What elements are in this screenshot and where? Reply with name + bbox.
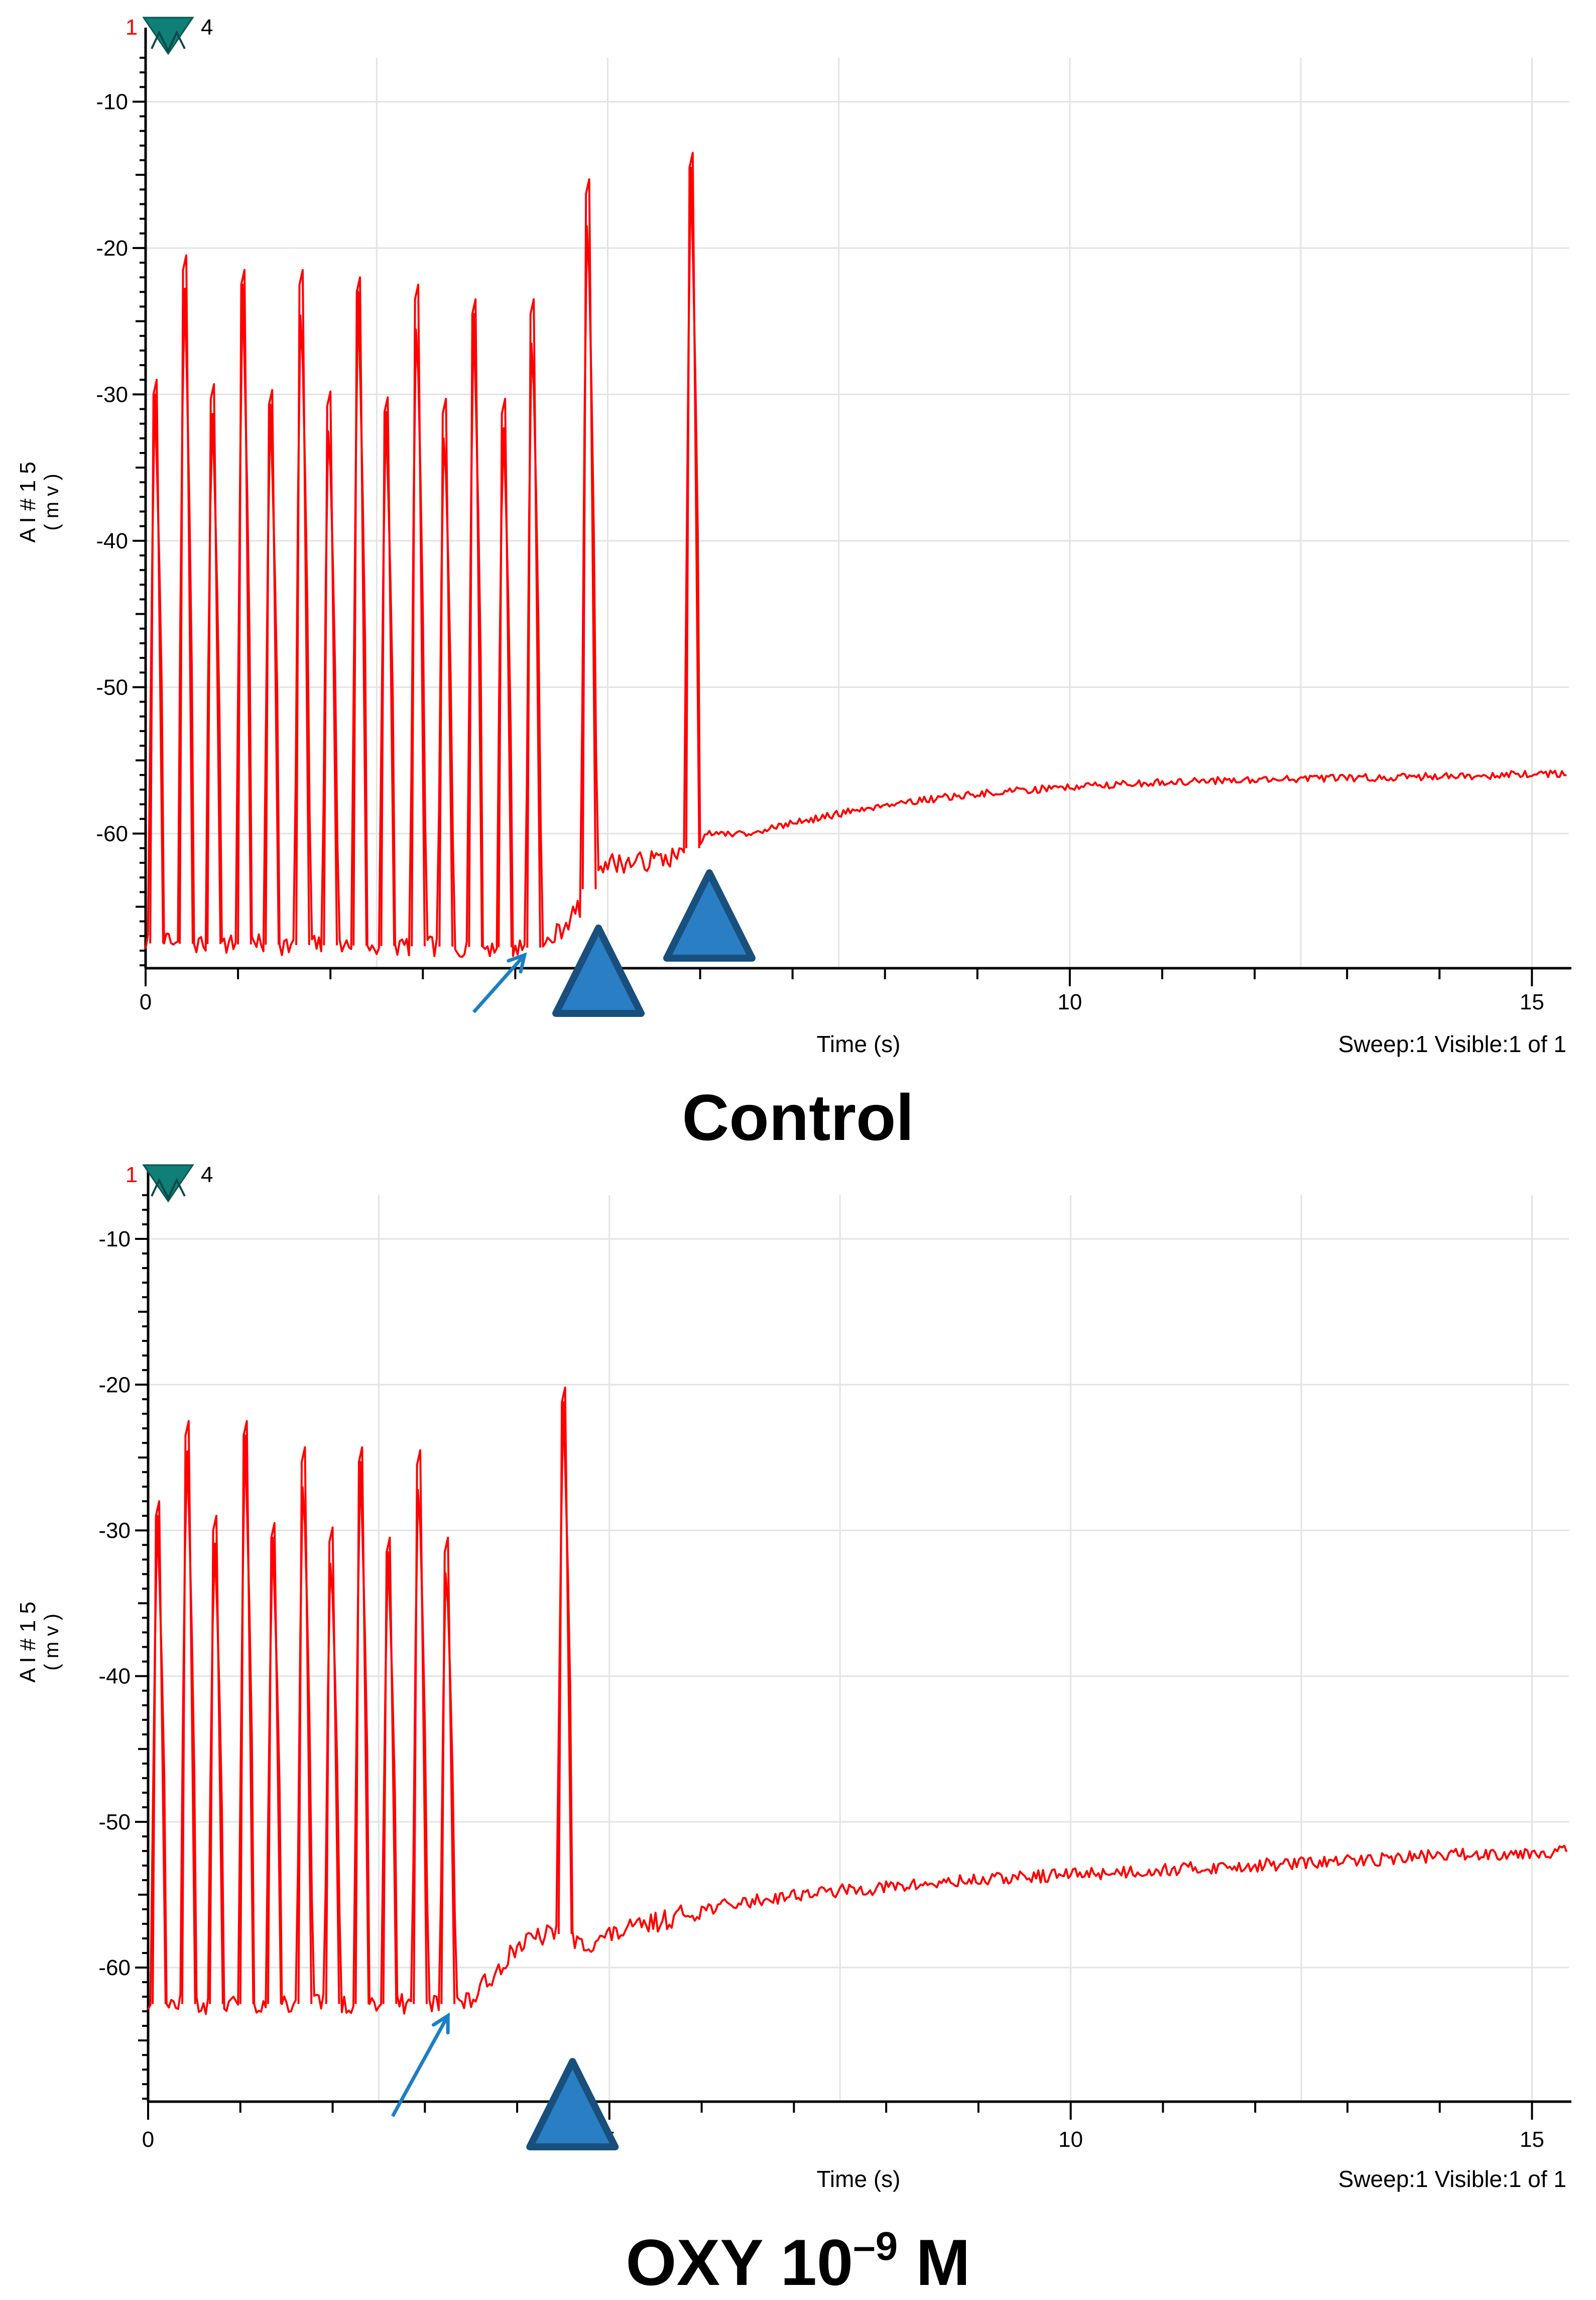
action-potential-spike: [181, 1420, 196, 2004]
y-axis-unit: ( m v ): [41, 1614, 63, 1670]
action-potential-spike: [685, 152, 700, 849]
action-potential-spike: [149, 379, 164, 944]
x-tick-label: 10: [1057, 990, 1082, 1014]
action-potential-spike: [468, 298, 483, 947]
membrane-potential-trace: [147, 1401, 1568, 2015]
chart-title-control: Control: [682, 1081, 914, 1154]
y-tick-label: -30: [98, 1518, 131, 1543]
channel-selector-glyph: [151, 30, 186, 53]
action-potential-spike: [440, 1536, 456, 2004]
action-potential-spike: [265, 389, 280, 945]
action-potential-spike: [267, 1522, 282, 2004]
action-potential-spike: [297, 1446, 313, 2004]
chart-control: -10 -20 -30 -40 -50 -60 0 10 15 A I # 1 5( m v ) T…: [16, 15, 1571, 1057]
stimulus-marker: [663, 869, 756, 962]
action-potential-spike: [354, 1446, 370, 2004]
action-potential-spike: [498, 398, 513, 948]
y-tick-label: -60: [98, 1956, 131, 1980]
action-potential-spike: [413, 1449, 428, 2004]
channel-selector-icon: [142, 17, 194, 55]
action-potential-spike: [581, 178, 597, 889]
x-axis-label: Time (s): [817, 1031, 901, 1057]
chart-title-oxy: OXY 10–9 M: [626, 2224, 970, 2299]
action-potential-spike: [438, 398, 454, 947]
x-tick-label: 15: [1520, 990, 1544, 1014]
channel-selector-icon: [142, 1164, 194, 1203]
action-potential-spike: [209, 1515, 224, 2004]
action-potential-spike: [179, 254, 194, 944]
y-axis-label: A I # 1 5: [16, 1601, 40, 1682]
y-axis-label: A I # 1 5: [16, 462, 40, 542]
y-tick-label: -20: [98, 1372, 131, 1397]
action-potential-spike: [239, 1420, 255, 2004]
action-potential-spike: [380, 396, 396, 946]
y-tick-label: -50: [96, 675, 128, 700]
y-tick-label: -40: [96, 529, 128, 553]
x-axis-label: Time (s): [817, 2166, 901, 2192]
x-tick-label: 15: [1520, 2127, 1544, 2152]
action-potential-spike: [325, 1526, 340, 2004]
action-potential-spike: [237, 269, 252, 945]
x-tick-label: 0: [140, 990, 152, 1014]
stimulus-marker: [552, 925, 645, 1017]
y-tick-label: -10: [96, 89, 128, 114]
action-potential-spike: [295, 269, 310, 945]
y-tick-label: -30: [96, 382, 128, 407]
y-axis-unit: ( m v ): [41, 474, 63, 530]
annotation-arrow: [472, 954, 526, 1013]
action-potential-spike: [152, 1500, 167, 2004]
annotation-arrowhead: [507, 952, 527, 974]
x-tick-label: 0: [142, 2127, 154, 2152]
y-tick-label: -10: [98, 1227, 131, 1251]
annotation-arrowhead: [432, 2012, 450, 2035]
action-potential-spike: [352, 276, 367, 946]
x-tick-label: 10: [1058, 2127, 1083, 2152]
sweep-status: Sweep:1 Visible:1 of 1: [1338, 1031, 1566, 1057]
sweep-status: Sweep:1 Visible:1 of 1: [1338, 2166, 1566, 2192]
annotation-arrow: [391, 2015, 450, 2117]
y-tick-label: -40: [98, 1664, 131, 1689]
y-tick-label: -60: [96, 822, 128, 846]
action-potential-spike: [206, 383, 222, 944]
y-tick-label: -20: [96, 236, 128, 261]
action-potential-spike: [382, 1536, 398, 2004]
y-tick-label: -50: [98, 1810, 131, 1834]
channel-end-label: 4: [201, 1163, 213, 1187]
action-potential-spike: [323, 390, 338, 946]
stimulus-marker: [526, 2058, 619, 2150]
chart-oxy: -10-20-30-40-50-60051015A I # 1 5( m v )…: [16, 1163, 1571, 2192]
channel-start-label: 1: [126, 1163, 138, 1187]
action-potential-spike: [526, 298, 542, 948]
channel-end-label: 4: [201, 15, 213, 40]
channel-selector-glyph: [151, 1178, 186, 1201]
channel-start-label: 1: [126, 15, 138, 40]
action-potential-spike: [557, 1387, 573, 1934]
action-potential-spike: [411, 283, 426, 947]
